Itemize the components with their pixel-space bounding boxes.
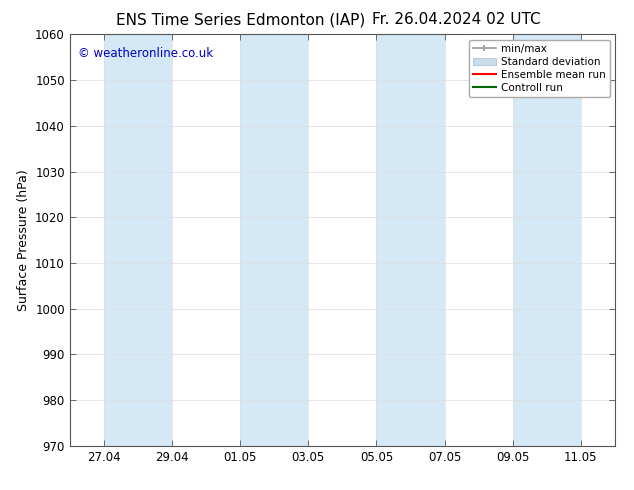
Text: ENS Time Series Edmonton (IAP): ENS Time Series Edmonton (IAP) [116,12,366,27]
Bar [240,34,308,446]
Legend: min/max, Standard deviation, Ensemble mean run, Controll run: min/max, Standard deviation, Ensemble me… [469,40,610,97]
Text: Fr. 26.04.2024 02 UTC: Fr. 26.04.2024 02 UTC [372,12,541,27]
Bar [513,34,581,446]
Y-axis label: Surface Pressure (hPa): Surface Pressure (hPa) [16,169,30,311]
Bar [104,34,172,446]
Text: © weatheronline.co.uk: © weatheronline.co.uk [78,47,213,60]
Bar [377,34,444,446]
